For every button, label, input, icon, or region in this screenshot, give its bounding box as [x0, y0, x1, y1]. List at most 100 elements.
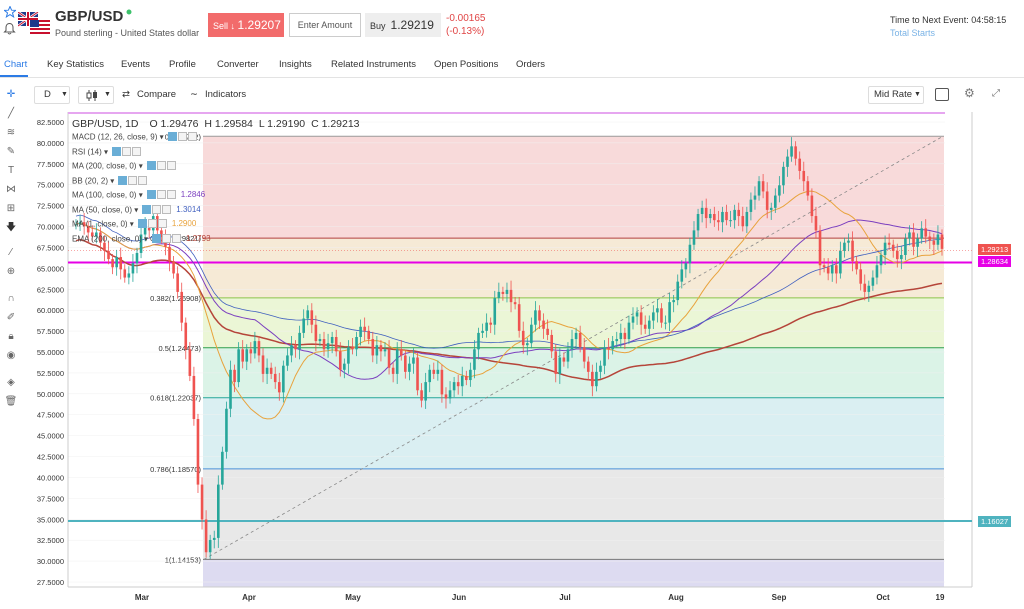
total-starts-link[interactable]: Total Starts — [890, 28, 936, 38]
candle-body — [574, 332, 578, 340]
eye-icon[interactable]: ◉ — [6, 350, 16, 361]
tab-open-positions[interactable]: Open Positions — [434, 59, 499, 70]
left-axis-tick-label: 47.5000 — [37, 411, 64, 420]
star-icon[interactable] — [4, 6, 16, 18]
tab-related-instruments[interactable]: Related Instruments — [331, 59, 417, 70]
crosshair-icon[interactable]: ✛ — [6, 89, 16, 100]
indicator-row[interactable]: MA (100, close, 0) ▾ 1.2846 — [72, 188, 432, 203]
candle-body — [847, 240, 850, 243]
tab-events[interactable]: Events — [121, 59, 151, 70]
candle-body — [713, 214, 716, 221]
indicator-controls-icon[interactable] — [112, 145, 142, 160]
pattern-icon[interactable]: ⋈ — [6, 184, 16, 195]
fib-tool-icon[interactable]: ≋ — [6, 127, 16, 138]
candle-body — [843, 242, 846, 251]
candle-body — [505, 289, 509, 294]
indicator-controls-icon[interactable] — [142, 203, 172, 218]
candle-body — [351, 347, 354, 350]
magnet-icon[interactable]: ∩ — [7, 293, 15, 304]
candle-body — [261, 355, 265, 374]
brush-icon[interactable]: ✎ — [6, 146, 16, 157]
candle-body — [412, 357, 415, 364]
candle-body — [863, 283, 867, 292]
indicators-button[interactable]: Indicators — [205, 89, 247, 100]
candle-body — [196, 419, 200, 485]
candle-body — [286, 355, 289, 366]
bell-icon[interactable] — [3, 22, 16, 35]
amount-input[interactable]: Enter Amount — [289, 13, 361, 37]
tab-converter[interactable]: Converter — [217, 59, 259, 70]
chart-type-select[interactable] — [78, 86, 114, 104]
tab-profile[interactable]: Profile — [169, 59, 196, 70]
left-axis-tick-label: 82.5000 — [37, 118, 64, 127]
left-axis-tick-label: 57.5000 — [37, 327, 64, 336]
candle-body — [188, 349, 192, 376]
fib-level-label: 1(1.14153) — [165, 555, 202, 564]
indicator-row[interactable]: MACD (12, 26, close, 9) ▾ — [72, 130, 432, 145]
indicator-controls-icon[interactable] — [118, 174, 148, 189]
compare-button[interactable]: Compare — [137, 89, 177, 100]
pencil-lock-icon[interactable]: ✐ — [6, 312, 16, 323]
candle-body — [778, 185, 781, 196]
indicator-controls-icon[interactable] — [146, 159, 177, 174]
candle-body — [599, 365, 602, 372]
sell-label: Sell — [213, 21, 229, 31]
active-tab-underline — [0, 75, 28, 77]
tab-orders[interactable]: Orders — [516, 59, 546, 70]
indicator-label: MA (200, close, 0) ▾ — [72, 161, 143, 171]
arrow-down-icon[interactable]: 🡇 — [5, 222, 17, 233]
left-axis-tick-label: 35.0000 — [37, 515, 64, 524]
indicator-row[interactable]: MA (200, close, 0) ▾ — [72, 159, 432, 174]
left-axis-tick-label: 72.5000 — [37, 202, 64, 211]
layers-icon[interactable]: ◈ — [7, 377, 15, 388]
candle-body — [875, 265, 879, 278]
indicator-controls-icon[interactable] — [152, 232, 182, 247]
left-axis-tick-label: 40.0000 — [37, 473, 64, 482]
tab-chart[interactable]: Chart — [4, 59, 28, 70]
fullscreen-frame-icon[interactable] — [935, 88, 949, 101]
candle-body — [729, 220, 732, 222]
trash-icon[interactable]: 🗑︎ — [4, 396, 18, 407]
indicator-controls-icon[interactable] — [167, 130, 198, 145]
indicator-controls-icon[interactable] — [146, 188, 177, 203]
interval-select[interactable] — [34, 86, 70, 104]
indicator-row[interactable]: MA (1, close, 0) ▾ 1.2900 — [72, 217, 432, 232]
left-axis-tick-label: 65.0000 — [37, 264, 64, 273]
tab-insights[interactable]: Insights — [279, 59, 312, 70]
indicator-controls-icon[interactable] — [137, 217, 168, 232]
ruler-icon[interactable]: ⁄ — [10, 247, 12, 258]
measure-icon[interactable]: ⊞ — [6, 203, 16, 214]
left-axis-tick-label: 55.0000 — [37, 348, 64, 357]
indicator-row[interactable]: RSI (14) ▾ — [72, 145, 432, 160]
lock-icon[interactable]: 🔒︎ — [8, 331, 14, 342]
buy-button[interactable]: Buy 1.29219 — [365, 13, 441, 37]
tab-key-statistics[interactable]: Key Statistics — [47, 59, 105, 70]
candle-body — [753, 195, 757, 200]
candle-body — [269, 367, 273, 374]
trend-line-icon[interactable]: ╱ — [7, 108, 15, 119]
sell-button[interactable]: Sell ↓ 1.29207 — [208, 13, 284, 37]
price-change: -0.00165 (-0.13%) — [446, 12, 485, 38]
next-event: Time to Next Event: 04:58:15 — [890, 15, 1006, 25]
price-mode-select[interactable] — [868, 86, 924, 104]
indicator-row[interactable]: MA (50, close, 0) ▾ 1.3014 — [72, 203, 432, 218]
candle-body — [814, 216, 818, 231]
compare-icon: ⇄ — [122, 89, 130, 100]
candle-body — [282, 365, 285, 393]
fib-band — [203, 397, 944, 469]
expand-icon[interactable]: ⤢ — [992, 88, 1000, 99]
left-axis-tick-label: 67.5000 — [37, 243, 64, 252]
candle-body — [782, 166, 785, 186]
indicator-row[interactable]: BB (20, 2) ▾ — [72, 174, 432, 189]
indicator-row[interactable]: EMA (200, close, 0) ▾ 1.2793 — [72, 232, 432, 247]
candle-body — [253, 341, 257, 354]
settings-gear-icon[interactable]: ⚙ — [964, 86, 975, 100]
text-tool-icon[interactable]: T — [7, 165, 15, 176]
price-chart[interactable]: 0(1.34792)0.236(1.29821)0.382(1.26908)0.… — [28, 112, 976, 609]
candle-body — [367, 330, 371, 340]
candle-body — [851, 240, 854, 262]
zoom-icon[interactable]: ⊕ — [6, 266, 16, 277]
interval-chevron-icon: ▼ — [61, 91, 68, 98]
candles-icon — [86, 90, 97, 101]
candle-body — [627, 322, 631, 340]
